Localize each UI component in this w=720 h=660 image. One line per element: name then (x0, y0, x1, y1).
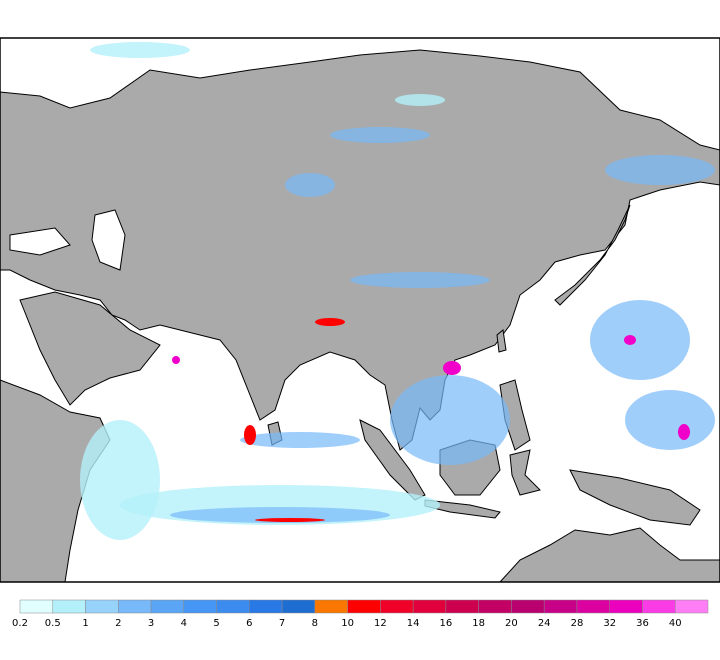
color-swatch (314, 599, 348, 614)
colorbar-label: 16 (440, 618, 453, 629)
color-swatch (118, 599, 152, 614)
colorbar-label: 1 (82, 618, 88, 629)
map (0, 37, 720, 583)
color-swatch (576, 599, 610, 614)
rain-area (590, 300, 690, 380)
color-swatch (412, 599, 447, 614)
colorbar-label: 5 (213, 618, 219, 629)
new-guinea (569, 469, 701, 526)
rain-core (244, 425, 256, 445)
rain-core (172, 356, 180, 364)
color-swatch (642, 599, 676, 614)
colorbar: 0.2 0.5 1 2 3 4 5 6 7 8 10 12 14 16 18 20 24 28 32 36 40 (12, 599, 709, 629)
color-swatch (609, 599, 643, 614)
colorbar-label: 10 (341, 618, 354, 629)
rain-area (285, 173, 335, 197)
colorbar-label: 0.2 (12, 618, 28, 629)
rain-core (678, 424, 690, 440)
rain-core (443, 361, 461, 375)
color-swatch (281, 599, 316, 614)
rain-area (395, 94, 445, 106)
rain-core (624, 335, 636, 345)
colorbar-label: 18 (472, 618, 485, 629)
sulawesi (509, 449, 541, 496)
colorbar-label: 6 (246, 618, 252, 629)
colorbar-label: 3 (148, 618, 154, 629)
colorbar-label: 32 (603, 618, 616, 629)
colorbar-label: 40 (669, 618, 682, 629)
rain-core (315, 318, 345, 326)
rain-area (80, 420, 160, 540)
colorbar-label: 24 (538, 618, 551, 629)
rain-area (605, 155, 715, 185)
taiwan (496, 329, 507, 353)
color-swatch (380, 599, 414, 614)
color-swatch (249, 599, 283, 614)
color-swatch (347, 599, 381, 614)
japan (554, 204, 631, 306)
colorbar-label: 36 (636, 618, 649, 629)
color-swatch (216, 599, 250, 614)
colorbar-label: 8 (312, 618, 318, 629)
color-swatch (445, 599, 479, 614)
precipitation (80, 42, 715, 540)
arabia (19, 291, 161, 406)
rain-area (170, 507, 390, 523)
colorbar-label: 0.5 (45, 618, 61, 629)
rain-area (350, 272, 490, 288)
color-swatch (543, 599, 578, 614)
rain-area (625, 390, 715, 450)
color-swatch (478, 599, 512, 614)
rain-area (90, 42, 190, 58)
color-swatch (150, 599, 185, 614)
color-swatch (85, 599, 119, 614)
color-swatch (52, 599, 86, 614)
colorbar-label: 7 (279, 618, 285, 629)
colorbar-label: 20 (505, 618, 518, 629)
map-frame (0, 37, 720, 583)
colorbar-label: 12 (374, 618, 387, 629)
colorbar-label: 2 (115, 618, 121, 629)
australia (498, 527, 720, 583)
colorbar-label: 4 (181, 618, 187, 629)
rain-area (330, 127, 430, 143)
color-swatch (183, 599, 217, 614)
colorbar-label: 28 (571, 618, 584, 629)
caspian-sea (91, 209, 126, 271)
rain-core (255, 518, 325, 522)
black-sea (9, 227, 71, 256)
rain-area (390, 375, 510, 465)
rain-area (240, 432, 360, 448)
color-swatch (511, 599, 545, 614)
colorbar-label: 14 (407, 618, 420, 629)
color-swatch (674, 599, 709, 614)
color-swatch (19, 599, 54, 614)
